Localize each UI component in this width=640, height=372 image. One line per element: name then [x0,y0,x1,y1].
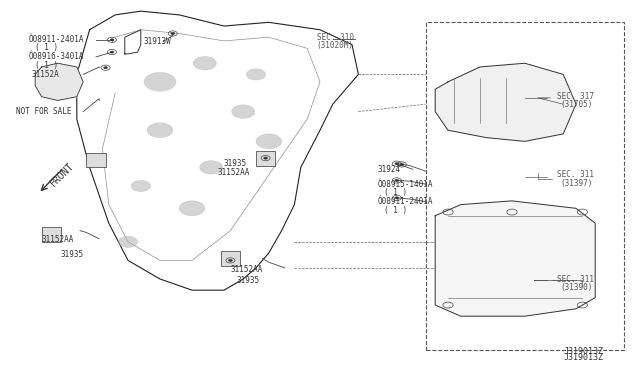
Circle shape [104,67,108,69]
Circle shape [232,105,255,118]
Text: J319013Z: J319013Z [563,353,604,362]
Circle shape [171,32,175,35]
Text: Ô08911-2401A: Ô08911-2401A [378,197,433,206]
Circle shape [395,197,399,199]
Text: Ô08916-3401A: Ô08916-3401A [29,52,84,61]
Circle shape [246,69,266,80]
Text: (31705): (31705) [560,100,593,109]
Circle shape [400,163,404,166]
Circle shape [179,201,205,216]
Text: ( 1 ): ( 1 ) [384,188,407,197]
Circle shape [131,180,150,192]
Circle shape [264,157,268,159]
Circle shape [256,134,282,149]
Text: SEC. 311: SEC. 311 [557,275,594,284]
Text: J319013Z: J319013Z [563,347,604,356]
Text: 31152A: 31152A [32,70,60,79]
Text: 31913W: 31913W [144,37,172,46]
Text: FRONT: FRONT [48,161,76,189]
Text: (31390): (31390) [560,283,593,292]
Text: (31397): (31397) [560,179,593,187]
Text: (31020M): (31020M) [317,41,354,50]
Circle shape [147,123,173,138]
Text: 31935: 31935 [61,250,84,259]
Text: ( 1 ): ( 1 ) [384,206,407,215]
Bar [42,227,61,242]
Text: 31924: 31924 [378,165,401,174]
Circle shape [193,57,216,70]
Circle shape [110,39,114,41]
Text: Ô08911-2401A: Ô08911-2401A [29,35,84,44]
Text: Ô08915-1401A: Ô08915-1401A [378,180,433,189]
Circle shape [110,51,114,53]
Text: SEC. 317: SEC. 317 [557,92,594,101]
Polygon shape [435,201,595,316]
Text: 31935: 31935 [224,159,247,168]
Text: 31152AA: 31152AA [230,265,263,274]
Polygon shape [435,63,576,141]
Circle shape [144,73,176,91]
Text: ( 1 ): ( 1 ) [35,43,58,52]
Text: SEC. 311: SEC. 311 [557,170,594,179]
Polygon shape [35,63,83,100]
Bar [256,151,275,166]
Bar [221,251,240,266]
Text: 31152AA: 31152AA [218,169,250,177]
Text: ( 1 ): ( 1 ) [35,61,58,70]
Circle shape [228,259,232,262]
Text: SEC. 310: SEC. 310 [317,33,354,42]
Text: 31935: 31935 [237,276,260,285]
Circle shape [395,163,399,165]
Bar [86,153,106,167]
Text: NOT FOR SALE: NOT FOR SALE [16,107,72,116]
Circle shape [200,161,223,174]
Circle shape [395,179,399,182]
Bar [426,22,624,350]
Circle shape [118,236,138,247]
Text: 31152AA: 31152AA [42,235,74,244]
